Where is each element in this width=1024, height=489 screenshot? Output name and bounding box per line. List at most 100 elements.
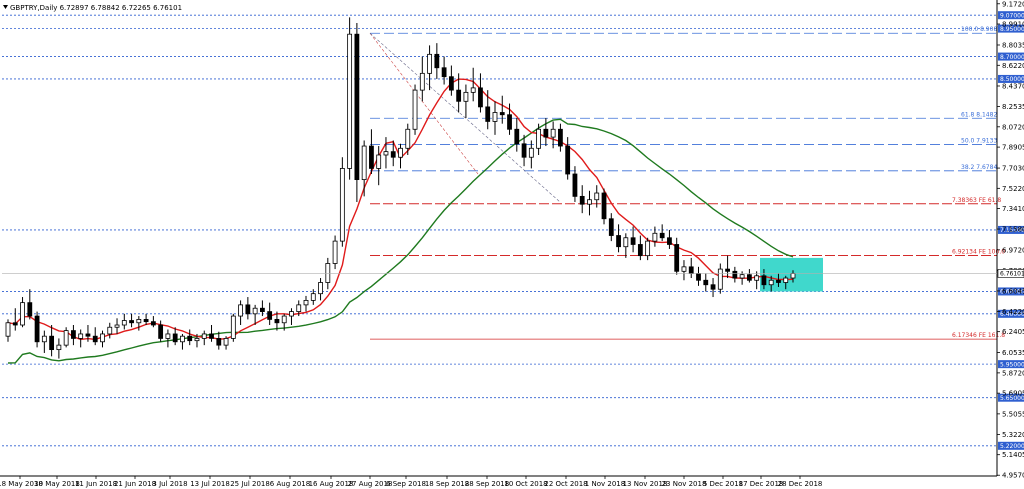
candlestick[interactable] <box>252 304 258 326</box>
candlestick[interactable] <box>528 140 534 169</box>
candlestick[interactable] <box>201 330 207 346</box>
candlestick[interactable] <box>92 327 98 346</box>
candlestick[interactable] <box>587 190 592 216</box>
candlestick[interactable] <box>63 327 69 348</box>
candlestick[interactable] <box>71 325 76 346</box>
candlestick[interactable] <box>616 224 621 253</box>
slow-moving-average-line[interactable] <box>7 118 794 364</box>
candlestick[interactable] <box>121 313 127 330</box>
candlestick[interactable] <box>645 237 651 261</box>
candlestick[interactable] <box>238 300 243 326</box>
candlestick[interactable] <box>776 273 781 287</box>
candlestick[interactable] <box>572 166 578 202</box>
candlestick[interactable] <box>514 118 520 152</box>
candlestick[interactable] <box>521 134 527 167</box>
candlestick[interactable] <box>594 185 600 208</box>
candlestick[interactable] <box>703 273 709 292</box>
candlestick[interactable] <box>536 123 542 155</box>
candlestick[interactable] <box>303 295 309 312</box>
candlestick[interactable] <box>100 330 105 348</box>
candlestick[interactable] <box>5 319 11 342</box>
candlestick[interactable] <box>659 224 665 242</box>
candlestick[interactable] <box>434 43 440 79</box>
candlestick[interactable] <box>41 330 47 353</box>
candlestick[interactable] <box>427 45 432 91</box>
candlestick[interactable] <box>601 188 607 225</box>
candlestick[interactable] <box>85 325 91 342</box>
candlestick[interactable] <box>78 329 84 348</box>
candlestick[interactable] <box>674 237 680 275</box>
candlestick[interactable] <box>485 90 491 130</box>
candlestick[interactable] <box>318 278 323 301</box>
candlestick[interactable] <box>34 311 40 348</box>
candlestick[interactable] <box>158 320 164 342</box>
candlestick[interactable] <box>281 313 287 331</box>
candlestick[interactable] <box>172 327 178 346</box>
candlestick[interactable] <box>681 260 687 281</box>
candlestick[interactable] <box>783 275 789 290</box>
candlestick[interactable] <box>376 146 382 186</box>
candlestick[interactable] <box>12 308 18 331</box>
candlestick[interactable] <box>259 300 265 317</box>
candlestick[interactable] <box>136 316 142 331</box>
candlestick[interactable] <box>267 302 273 326</box>
candlestick[interactable] <box>383 137 389 169</box>
candlestick[interactable] <box>49 325 55 357</box>
candlestick[interactable] <box>347 17 353 180</box>
candlestick[interactable] <box>180 333 185 350</box>
candlestick[interactable] <box>361 140 367 197</box>
candlestick[interactable] <box>456 73 462 113</box>
candlestick[interactable] <box>652 226 658 247</box>
fib-trendline[interactable] <box>369 33 479 175</box>
candlestick[interactable] <box>499 95 505 124</box>
candlestick[interactable] <box>187 329 193 346</box>
candlestick[interactable] <box>492 101 498 135</box>
candlestick[interactable] <box>230 313 236 342</box>
candlestick[interactable] <box>150 316 156 328</box>
projection-trendline[interactable] <box>369 33 561 203</box>
candlestick[interactable] <box>667 229 672 249</box>
candlestick[interactable] <box>478 73 483 113</box>
candlestick[interactable] <box>114 318 120 334</box>
candlestick[interactable] <box>143 313 149 326</box>
candlestick[interactable] <box>129 313 134 328</box>
candlestick[interactable] <box>558 123 563 152</box>
candlestick[interactable] <box>470 67 476 102</box>
candlestick[interactable] <box>339 157 345 247</box>
candlestick[interactable] <box>732 266 738 283</box>
candlestick[interactable] <box>630 226 636 253</box>
candlestick[interactable] <box>27 289 33 320</box>
candlestick[interactable] <box>398 143 403 169</box>
candlestick[interactable] <box>507 103 512 135</box>
candlestick[interactable] <box>448 65 454 96</box>
dropdown-triangle-icon[interactable] <box>3 5 8 9</box>
candlestick[interactable] <box>289 308 294 326</box>
candlestick[interactable] <box>761 269 767 290</box>
candlestick[interactable] <box>216 331 222 350</box>
candlestick[interactable] <box>565 137 571 180</box>
candlestick[interactable] <box>579 185 585 214</box>
candlestick[interactable] <box>725 255 730 279</box>
candlestick[interactable] <box>441 56 447 85</box>
candlestick[interactable] <box>405 123 411 155</box>
candlestick[interactable] <box>209 325 214 342</box>
candlestick[interactable] <box>637 235 643 261</box>
candlestick[interactable] <box>710 278 716 298</box>
candlestick[interactable] <box>310 289 316 305</box>
candlestick[interactable] <box>20 297 25 328</box>
candlestick[interactable] <box>390 140 396 167</box>
candlestick[interactable] <box>717 263 723 294</box>
candlestick[interactable] <box>369 129 374 175</box>
candlestick[interactable] <box>56 338 62 359</box>
candlestick[interactable] <box>419 56 425 102</box>
candlestick[interactable] <box>165 329 171 348</box>
candlestick[interactable] <box>296 300 302 317</box>
candlestick[interactable] <box>332 235 338 270</box>
candlestick[interactable] <box>107 322 113 339</box>
candlestick[interactable] <box>550 121 556 149</box>
candlestick[interactable] <box>354 23 360 202</box>
candlestick[interactable] <box>463 84 469 119</box>
candlestick[interactable] <box>543 118 549 147</box>
